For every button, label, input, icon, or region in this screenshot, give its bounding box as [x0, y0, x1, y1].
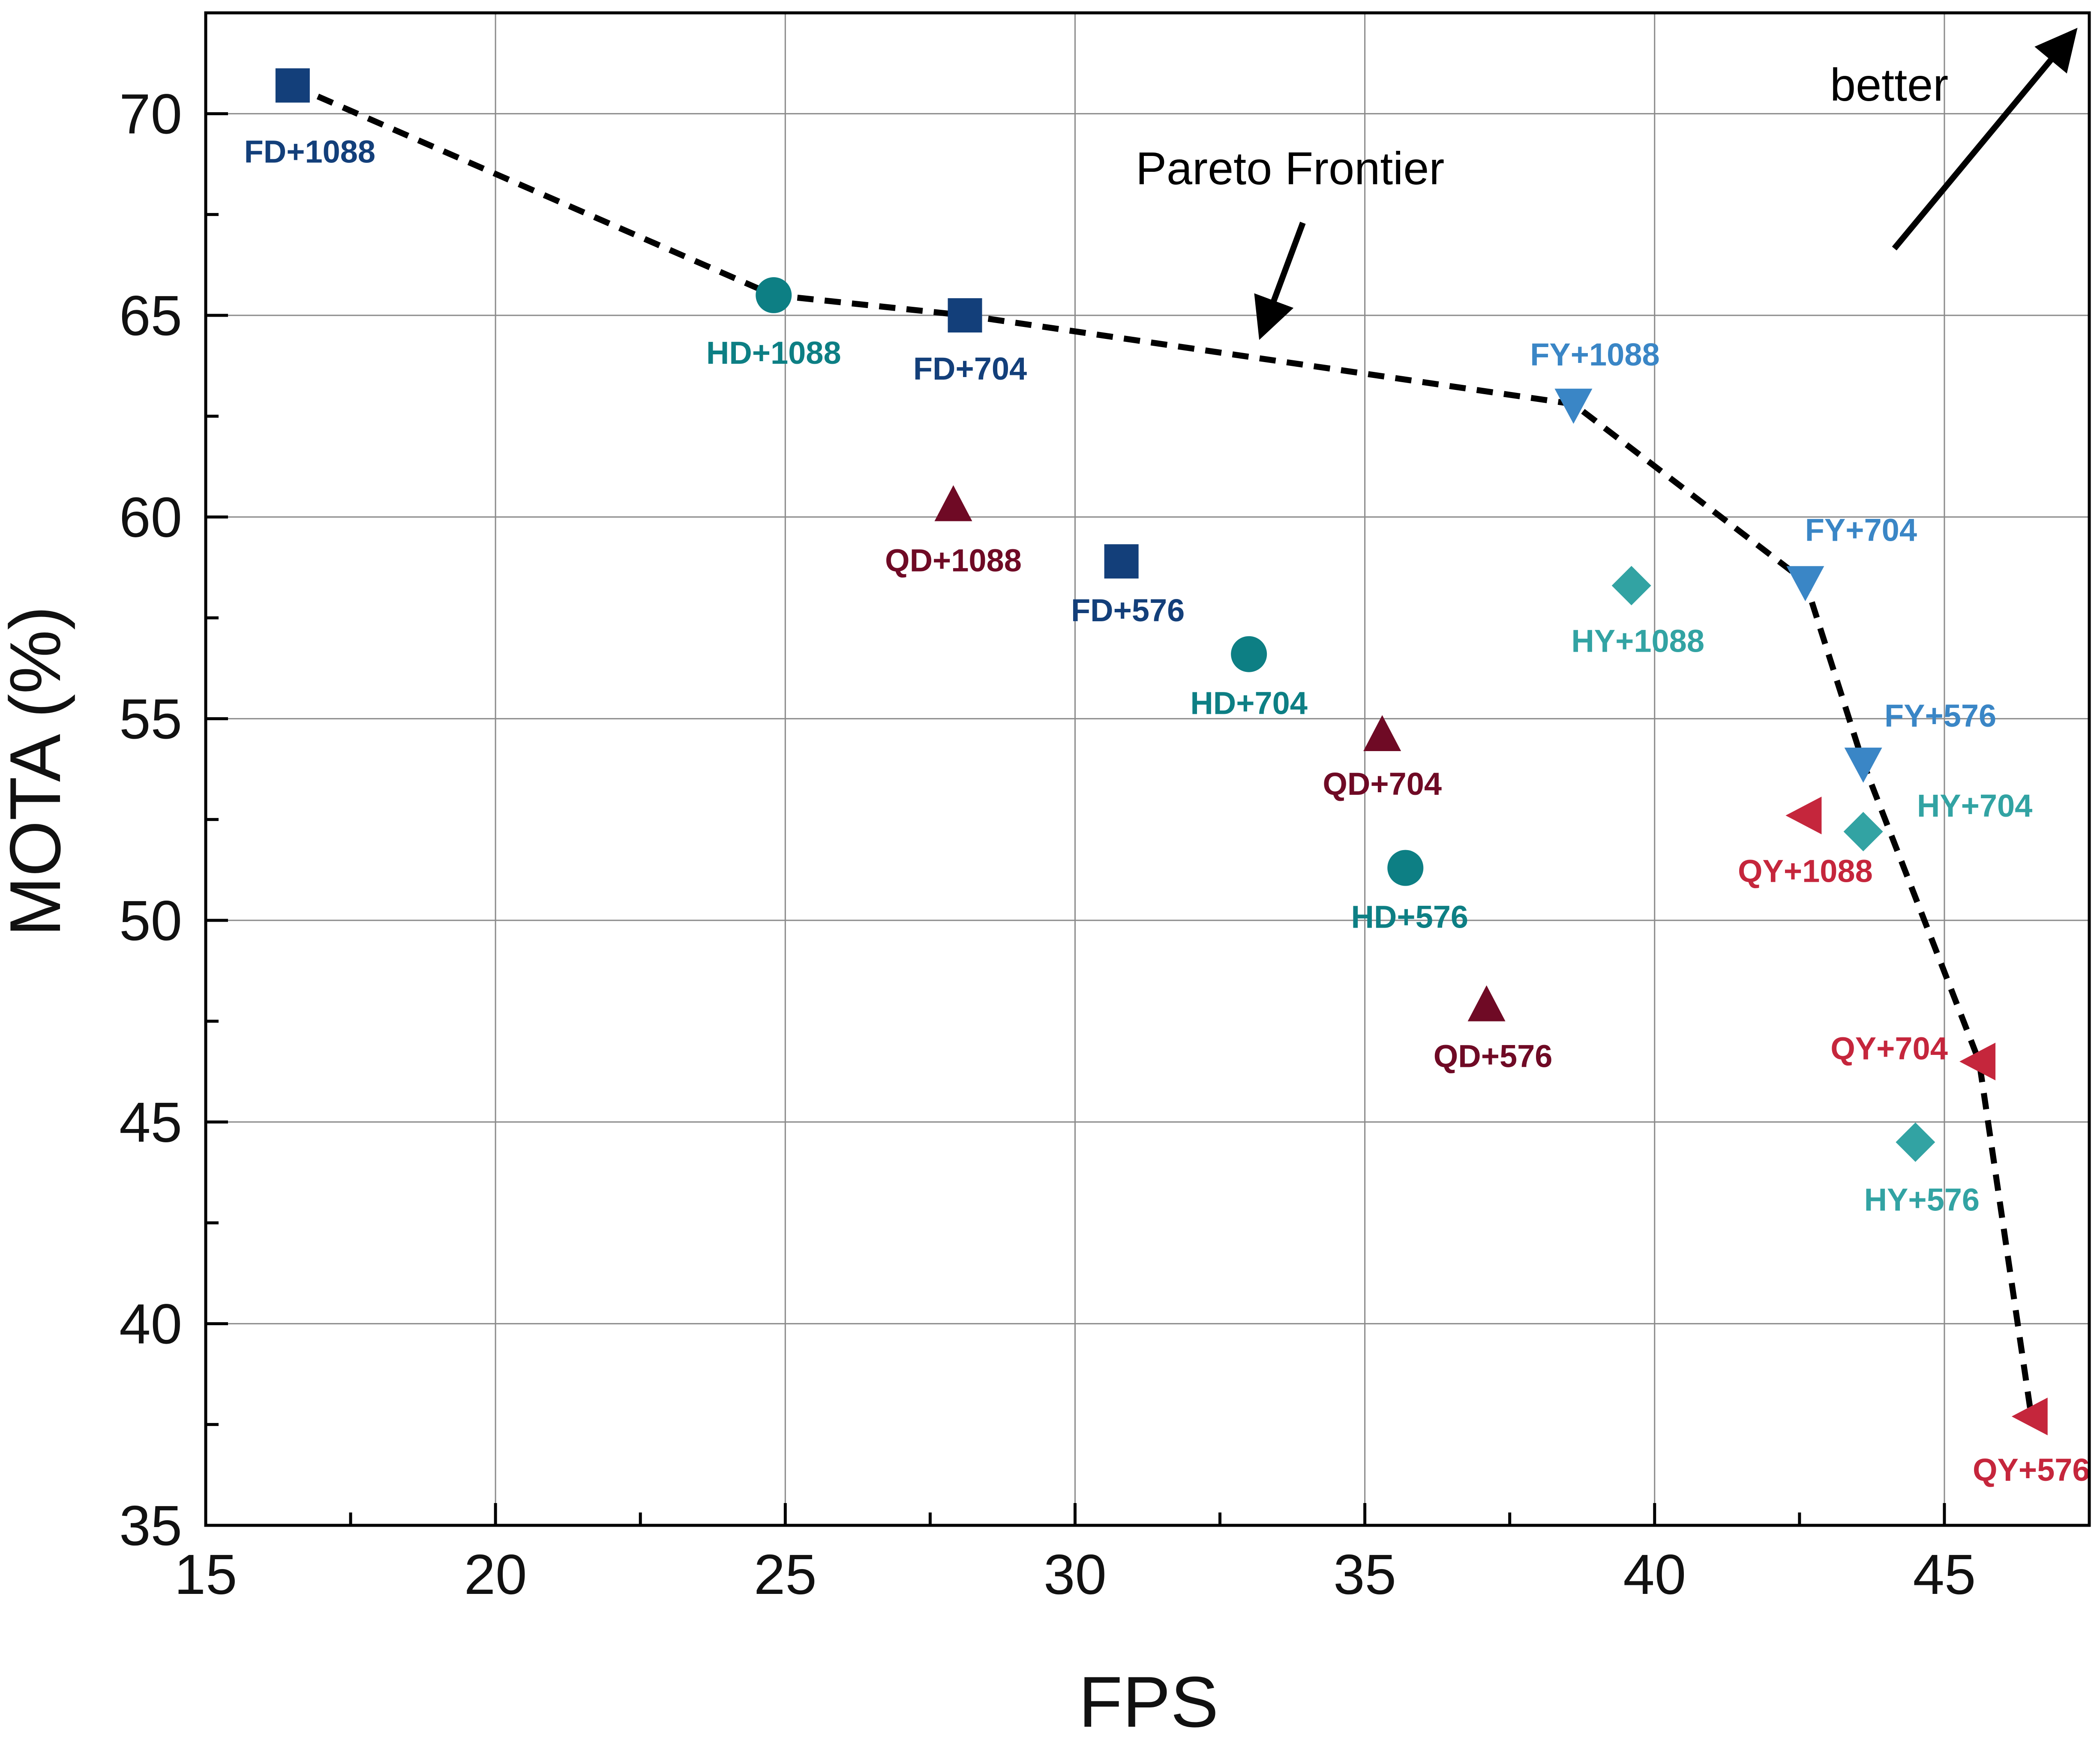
annotations: Pareto Frontier better — [1136, 27, 2078, 340]
y-axis-title: MOTA (%) — [0, 606, 75, 937]
y-tick-label: 45 — [119, 1091, 182, 1154]
x-tick-label: 25 — [754, 1543, 817, 1606]
triangle-up-marker — [934, 485, 972, 521]
x-axis-title: FPS — [1079, 1662, 1219, 1742]
y-tick-label: 60 — [119, 486, 182, 549]
triangle-down-marker — [1786, 566, 1824, 602]
x-tick-label: 15 — [174, 1543, 237, 1606]
y-tick-label: 65 — [119, 284, 182, 347]
triangle-down-marker — [1554, 389, 1593, 424]
y-tick-label: 50 — [119, 889, 182, 952]
x-tick-label: 45 — [1913, 1543, 1976, 1606]
grid-lines — [206, 13, 2089, 1525]
point-label: FD+576 — [1071, 593, 1185, 628]
triangle-left-marker — [1959, 1042, 1996, 1081]
point-label: FY+704 — [1805, 512, 1917, 548]
triangle-down-marker — [1844, 747, 1882, 783]
triangle-up-marker — [1363, 715, 1401, 751]
x-tick-label: 30 — [1044, 1543, 1107, 1606]
diamond-marker — [1611, 566, 1651, 605]
triangle-left-marker — [1785, 797, 1822, 835]
point-label: HY+576 — [1864, 1182, 1980, 1218]
point-label: QY+1088 — [1738, 853, 1873, 889]
square-marker — [1104, 544, 1139, 579]
circle-marker — [756, 277, 792, 313]
point-label: HY+1088 — [1571, 623, 1704, 659]
y-tick-label: 35 — [119, 1494, 182, 1557]
point-label: QD+1088 — [885, 542, 1022, 578]
point-label: QD+576 — [1434, 1039, 1553, 1074]
point-label: FY+1088 — [1530, 337, 1659, 372]
better-arrow — [1892, 27, 2078, 251]
circle-marker — [1387, 850, 1424, 886]
point-label: QD+704 — [1323, 766, 1442, 802]
y-tick-label: 55 — [119, 687, 182, 750]
x-tick-label: 20 — [464, 1543, 527, 1606]
pareto-frontier — [291, 83, 2034, 1417]
point-label: FD+704 — [913, 351, 1027, 386]
square-marker — [948, 298, 982, 332]
point-label: HD+576 — [1351, 899, 1468, 935]
plot-frame — [204, 11, 2091, 1527]
triangle-left-marker — [2011, 1397, 2048, 1435]
point-label: HY+704 — [1917, 788, 2032, 824]
diamond-marker — [1896, 1122, 1935, 1162]
point-label: HD+704 — [1190, 686, 1308, 721]
point-label: QY+704 — [1830, 1030, 1948, 1066]
point-label: FD+1088 — [244, 134, 375, 169]
data-points — [275, 68, 2048, 1435]
pareto-frontier-label: Pareto Frontier — [1136, 142, 1444, 194]
triangle-up-marker — [1467, 985, 1506, 1021]
better-label: better — [1830, 59, 1948, 111]
pareto-frontier-arrow — [1254, 222, 1306, 340]
x-tick-label: 40 — [1623, 1543, 1686, 1606]
point-label: HD+1088 — [706, 335, 841, 371]
point-label: QY+576 — [1973, 1452, 2090, 1488]
point-label: FY+576 — [1884, 698, 1996, 734]
point-labels: FD+1088 FD+704 FD+576 HD+1088 HD+704 HD+576 QD… — [244, 134, 2090, 1487]
square-marker — [275, 68, 310, 103]
y-tick-label: 40 — [119, 1292, 182, 1355]
diamond-marker — [1843, 812, 1883, 851]
pareto-frontier-line — [291, 83, 2034, 1417]
axes: 15 20 25 30 35 40 45 35 40 45 50 55 60 65 70 — [119, 11, 2091, 1606]
circle-marker — [1231, 636, 1267, 672]
x-tick-label: 35 — [1333, 1543, 1396, 1606]
y-tick-label: 70 — [119, 82, 182, 145]
